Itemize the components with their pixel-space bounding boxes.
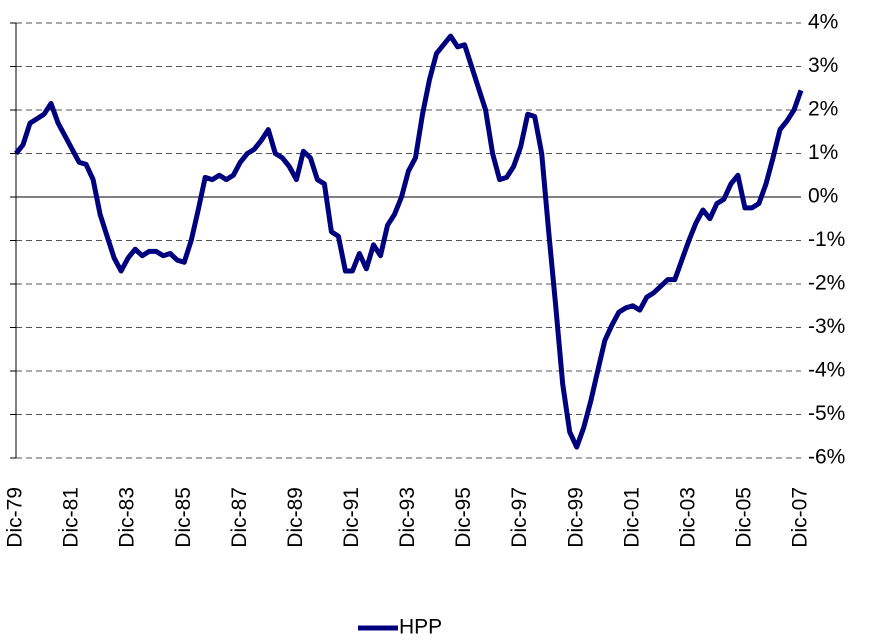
legend-label: HPP bbox=[399, 616, 442, 639]
x-tick-label: Dic-91 bbox=[340, 487, 363, 548]
y-tick-label: 3% bbox=[808, 54, 838, 77]
x-tick-label: Dic-07 bbox=[789, 487, 812, 548]
x-tick-label: Dic-89 bbox=[284, 487, 307, 548]
x-tick-label: Dic-81 bbox=[60, 487, 83, 548]
y-tick-label: -1% bbox=[808, 228, 845, 251]
y-tick-label: -5% bbox=[808, 402, 845, 425]
x-tick-label: Dic-03 bbox=[676, 487, 699, 548]
x-tick-label: Dic-87 bbox=[228, 487, 251, 548]
x-tick-label: Dic-93 bbox=[396, 487, 419, 548]
y-tick-label: -2% bbox=[808, 272, 845, 295]
x-tick-label: Dic-05 bbox=[732, 487, 755, 548]
y-tick-label: 2% bbox=[808, 98, 838, 121]
y-tick-label: -6% bbox=[808, 446, 845, 469]
x-tick-label: Dic-85 bbox=[172, 487, 195, 548]
y-tick-label: -4% bbox=[808, 359, 845, 382]
x-tick-label: Dic-83 bbox=[116, 487, 139, 548]
y-tick-label: 1% bbox=[808, 141, 838, 164]
y-tick-label: 0% bbox=[808, 185, 838, 208]
x-tick-label: Dic-01 bbox=[620, 487, 643, 548]
x-tick-label: Dic-95 bbox=[452, 487, 475, 548]
x-tick-label: Dic-99 bbox=[564, 487, 587, 548]
x-tick-label: Dic-79 bbox=[4, 487, 27, 548]
data-line bbox=[14, 33, 804, 450]
x-tick-label: Dic-97 bbox=[508, 487, 531, 548]
y-tick-label: -3% bbox=[808, 315, 845, 338]
y-tick-label: 4% bbox=[808, 11, 838, 34]
